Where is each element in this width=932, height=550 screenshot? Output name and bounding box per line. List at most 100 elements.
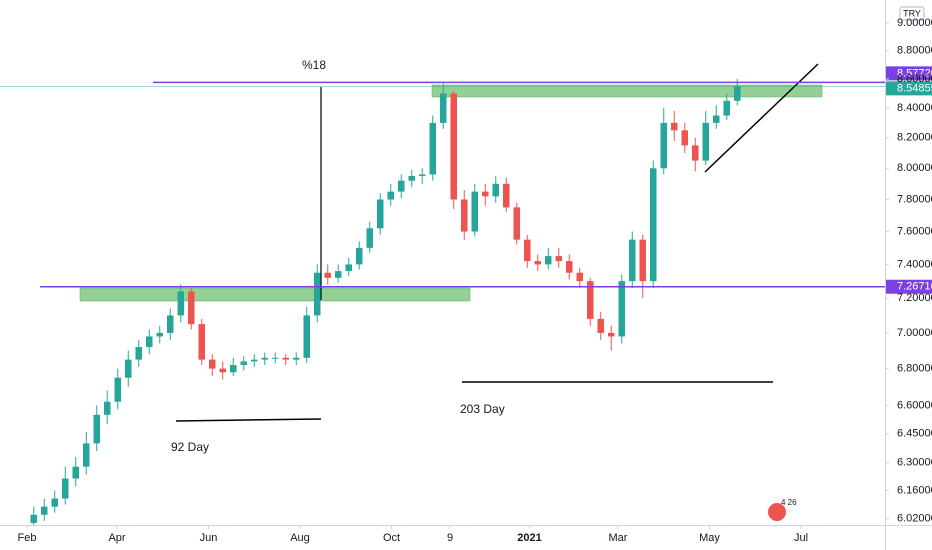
candle-body — [313, 272, 321, 316]
candle-body — [702, 122, 710, 161]
candle-body — [303, 315, 311, 358]
candle-body — [219, 368, 227, 373]
candle-body — [271, 357, 279, 359]
candle-body — [103, 401, 111, 415]
candle-body — [565, 261, 573, 273]
candle-body — [198, 324, 206, 360]
candle-body — [292, 357, 300, 360]
candle-body — [408, 176, 416, 181]
y-tick-label: 7.80000 — [897, 193, 932, 205]
price-label: 8.54855 — [897, 82, 932, 94]
candle-body — [576, 272, 584, 282]
price-label: 8.57726 — [897, 67, 932, 79]
candle-body — [439, 93, 447, 123]
badge-icon — [768, 503, 786, 521]
candle-body — [250, 359, 258, 362]
candle-body — [450, 93, 458, 200]
y-tick-label: 7.40000 — [897, 258, 932, 270]
candle-body — [156, 332, 164, 337]
y-tick-label: 8.20000 — [897, 132, 932, 144]
candle-body — [72, 466, 80, 479]
currency-box — [899, 6, 925, 21]
y-tick-label: 6.02000 — [897, 513, 932, 525]
candle-body — [366, 228, 374, 248]
x-tick-label: 2021 — [517, 532, 541, 544]
y-tick-label: 6.16000 — [897, 484, 932, 496]
annotation: 92 Day — [171, 440, 209, 454]
candle-body — [639, 239, 647, 282]
candle-body — [51, 498, 59, 507]
candle-body — [471, 191, 479, 232]
candle-body — [124, 359, 132, 378]
candle-body — [345, 264, 353, 272]
price-label-box — [886, 279, 932, 294]
candle-body — [145, 336, 153, 348]
candle-body — [177, 291, 185, 316]
candle-body — [670, 122, 678, 131]
y-tick-label: 8.60000 — [897, 73, 932, 85]
y-tick-label: 8.80000 — [897, 45, 932, 57]
y-tick-label: 8.00000 — [897, 162, 932, 174]
candle-body — [229, 365, 237, 373]
y-tick-label: 6.80000 — [897, 363, 932, 375]
y-tick-label: 6.60000 — [897, 399, 932, 411]
candle-body — [376, 199, 384, 229]
candle-body — [586, 281, 594, 319]
candle-body — [555, 256, 563, 262]
candle-body — [166, 315, 174, 333]
candle-body — [513, 207, 521, 240]
y-tick-label: 7.20000 — [897, 292, 932, 304]
y-tick-label: 8.40000 — [897, 102, 932, 114]
y-tick-label: 9.00000 — [897, 17, 932, 29]
y-tick-label: 7.00000 — [897, 327, 932, 339]
axis-labels: 6.02000 6.16000 6.30000 6.45000 6.60000 6.800… — [18, 17, 932, 544]
x-tick-label: Jun — [200, 532, 218, 544]
price-label-box — [886, 66, 932, 81]
candle-body — [397, 180, 405, 192]
candle-body — [460, 199, 468, 232]
candle-body — [135, 347, 143, 360]
candle-body — [261, 357, 269, 360]
candle-body — [355, 247, 363, 265]
price-label-box — [886, 81, 932, 96]
candle-body — [187, 291, 195, 325]
candle-body — [82, 443, 90, 467]
candle-body — [492, 183, 500, 197]
price-label: 7.26710 — [897, 281, 932, 293]
x-tick-label: Apr — [108, 532, 125, 544]
candle-body — [30, 514, 38, 523]
x-tick-label: Jul — [794, 532, 808, 544]
candle-body — [712, 115, 720, 123]
candles — [30, 79, 741, 525]
annotation: %18 — [302, 58, 326, 72]
candle-body — [628, 239, 636, 282]
x-tick-label: Mar — [609, 532, 628, 544]
resistance-zone — [431, 84, 823, 98]
candle-body — [523, 239, 531, 262]
range-line — [175, 418, 322, 422]
levels: 8.57726 8.54855 7.26710 — [0, 66, 932, 294]
candle-body — [40, 506, 48, 515]
candle-body — [502, 183, 510, 208]
candle-body — [544, 256, 552, 265]
currency: TRY — [903, 8, 921, 18]
candle-body — [282, 357, 290, 360]
y-tick-label: 6.45000 — [897, 428, 932, 440]
candle-body — [681, 130, 689, 146]
x-tick-label: 9 — [447, 532, 453, 544]
candle-body — [607, 332, 615, 337]
x-tick-label: May — [699, 532, 720, 544]
y-tick-label: 6.30000 — [897, 457, 932, 469]
y-tick-label: 7.60000 — [897, 225, 932, 237]
candle-body — [334, 271, 342, 278]
candle-body — [660, 122, 668, 169]
x-tick-label: Oct — [383, 532, 400, 544]
candle-body — [93, 414, 101, 444]
candle-body — [387, 191, 395, 200]
candle-body — [597, 318, 605, 333]
candle-body — [618, 281, 626, 337]
candle-body — [114, 377, 122, 402]
candle-body — [208, 359, 216, 369]
x-tick-label: Aug — [290, 532, 310, 544]
